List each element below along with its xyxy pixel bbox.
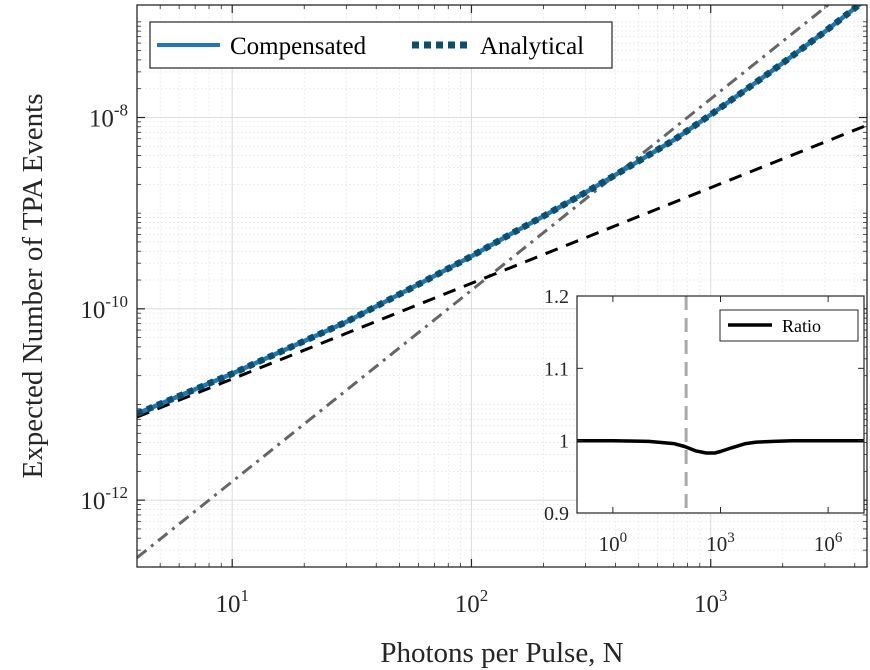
- main-y-tick-exponent: -12: [105, 483, 128, 502]
- inset-x-tick-base: 10: [599, 532, 620, 556]
- legend-label-ratio: Ratio: [782, 316, 821, 336]
- analytical-line: [137, 5, 865, 417]
- inset-y-tick-label: 1: [559, 431, 569, 453]
- dash-dot-line: [137, 5, 831, 559]
- main-y-tick-base: 10: [80, 488, 105, 515]
- inset-y-tick-label: 0.9: [544, 503, 569, 525]
- main-x-tick-base: 10: [694, 591, 719, 618]
- inset-x-tick-base: 10: [706, 532, 727, 556]
- main-y-tick-label: 10-8: [89, 101, 128, 133]
- ratio-line: [577, 438, 864, 455]
- main-y-tick-base: 10: [89, 106, 114, 133]
- inset-x-tick-exponent: 0: [620, 530, 628, 546]
- main-x-tick-label: 101: [215, 586, 249, 618]
- main-x-tick-label: 103: [694, 586, 728, 618]
- inset-x-tick-base: 10: [814, 532, 835, 556]
- main-series: [137, 5, 867, 559]
- inset-legend: Ratio: [719, 309, 859, 342]
- main-axes-frame: [136, 4, 868, 568]
- main-y-tick-label: 10-12: [80, 483, 128, 515]
- inset-y-tick-label: 1.2: [544, 286, 569, 308]
- main-y-tick-exponent: -8: [114, 101, 128, 120]
- main-y-tick-label: 10-10: [80, 292, 128, 324]
- main-legend: Compensated Analytical: [149, 21, 613, 69]
- y-axis-label: Expected Number of TPA Events: [17, 93, 49, 478]
- main-ticks: [136, 5, 867, 568]
- inset-x-tick-exponent: 6: [835, 530, 843, 546]
- main-x-tick-base: 10: [215, 591, 240, 618]
- legend-label-compensated: Compensated: [230, 33, 367, 60]
- inset-x-tick-label: 100: [599, 530, 628, 556]
- main-x-tick-exponent: 3: [719, 586, 728, 605]
- main-y-tick-base: 10: [80, 297, 105, 324]
- main-x-tick-exponent: 1: [240, 586, 249, 605]
- inset-x-tick-exponent: 3: [727, 530, 735, 546]
- inset-y-tick-label: 1.1: [544, 358, 569, 380]
- main-legend-box: [149, 21, 613, 69]
- main-x-tick-label: 102: [455, 586, 489, 618]
- inset-series: [577, 296, 864, 513]
- inset-x-tick-label: 103: [706, 530, 735, 556]
- main-x-tick-base: 10: [455, 591, 480, 618]
- x-axis-label: Photons per Pulse, N: [380, 637, 623, 669]
- main-x-tick-exponent: 2: [480, 586, 489, 605]
- inset-x-tick-label: 106: [814, 530, 843, 556]
- inset-ticks: [577, 295, 864, 514]
- legend-label-analytical: Analytical: [480, 33, 584, 60]
- main-y-tick-exponent: -10: [105, 292, 128, 311]
